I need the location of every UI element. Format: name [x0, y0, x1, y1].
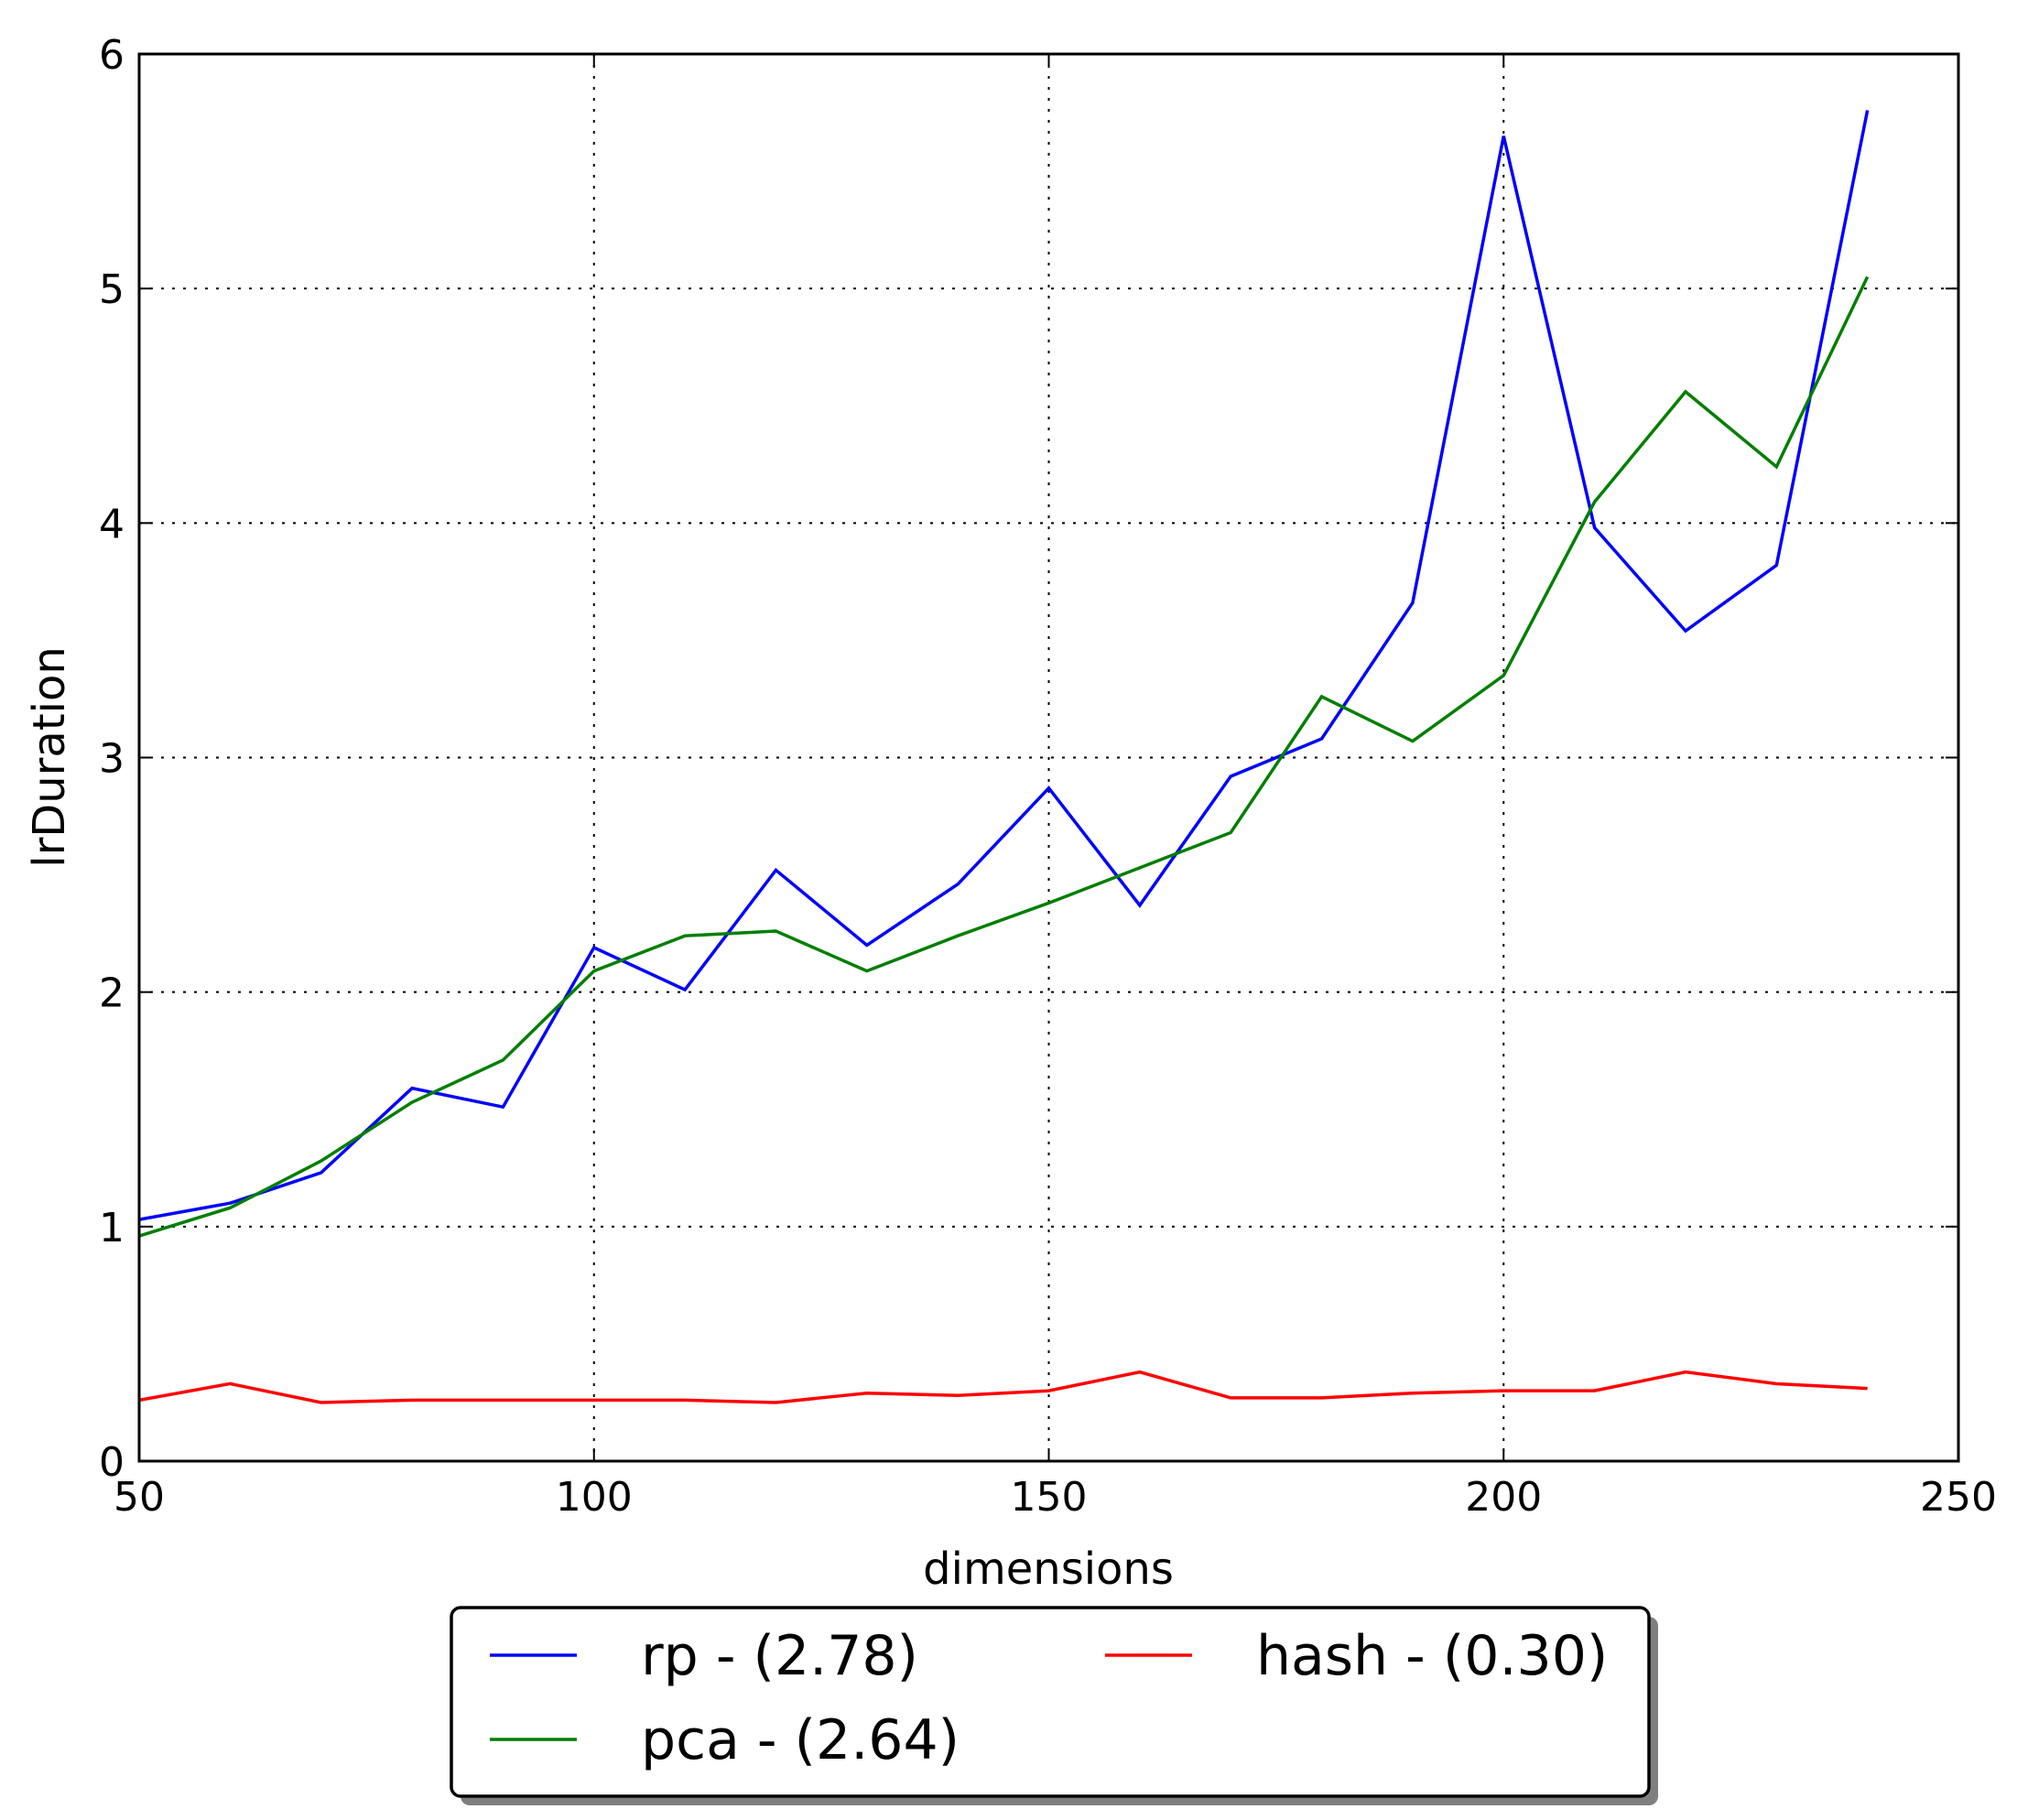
x-tick-label: 250 — [1920, 1474, 1997, 1521]
legend-entries: rp - (2.78) pca - (2.64) hash - (0.30) — [490, 1624, 1608, 1772]
grid — [139, 54, 1958, 1461]
y-tick-label: 1 — [99, 1205, 125, 1251]
series-line-1 — [138, 276, 1870, 1238]
legend-label-1: pca - (2.64) — [641, 1708, 960, 1772]
x-axis-label: dimensions — [923, 1544, 1174, 1595]
legend-label-2: hash - (0.30) — [1256, 1624, 1608, 1688]
y-tick-label: 3 — [99, 736, 125, 783]
y-tick-label: 2 — [99, 970, 125, 1017]
x-tick-label: 200 — [1465, 1474, 1542, 1521]
axis-ticks — [138, 53, 1959, 1462]
tick-labels: 50 100 150 200 250 0 1 2 3 4 5 6 — [99, 32, 1997, 1521]
legend-box — [450, 1606, 1651, 1798]
y-tick-label: 5 — [99, 266, 125, 313]
y-tick-label: 0 — [99, 1439, 125, 1486]
x-tick-label: 100 — [556, 1474, 633, 1521]
legend-label-0: rp - (2.78) — [641, 1624, 918, 1688]
series-line-2 — [138, 1370, 1868, 1404]
y-tick-label: 6 — [99, 32, 125, 79]
x-tick-label: 50 — [114, 1474, 165, 1521]
series-layer — [138, 110, 1870, 1404]
legend: rp - (2.78) pca - (2.64) hash - (0.30) — [450, 1606, 1658, 1805]
y-tick-label: 4 — [99, 501, 125, 547]
y-axis-label: lrDuration — [24, 646, 75, 868]
series-line-0 — [138, 110, 1870, 1221]
x-tick-label: 150 — [1011, 1474, 1088, 1521]
